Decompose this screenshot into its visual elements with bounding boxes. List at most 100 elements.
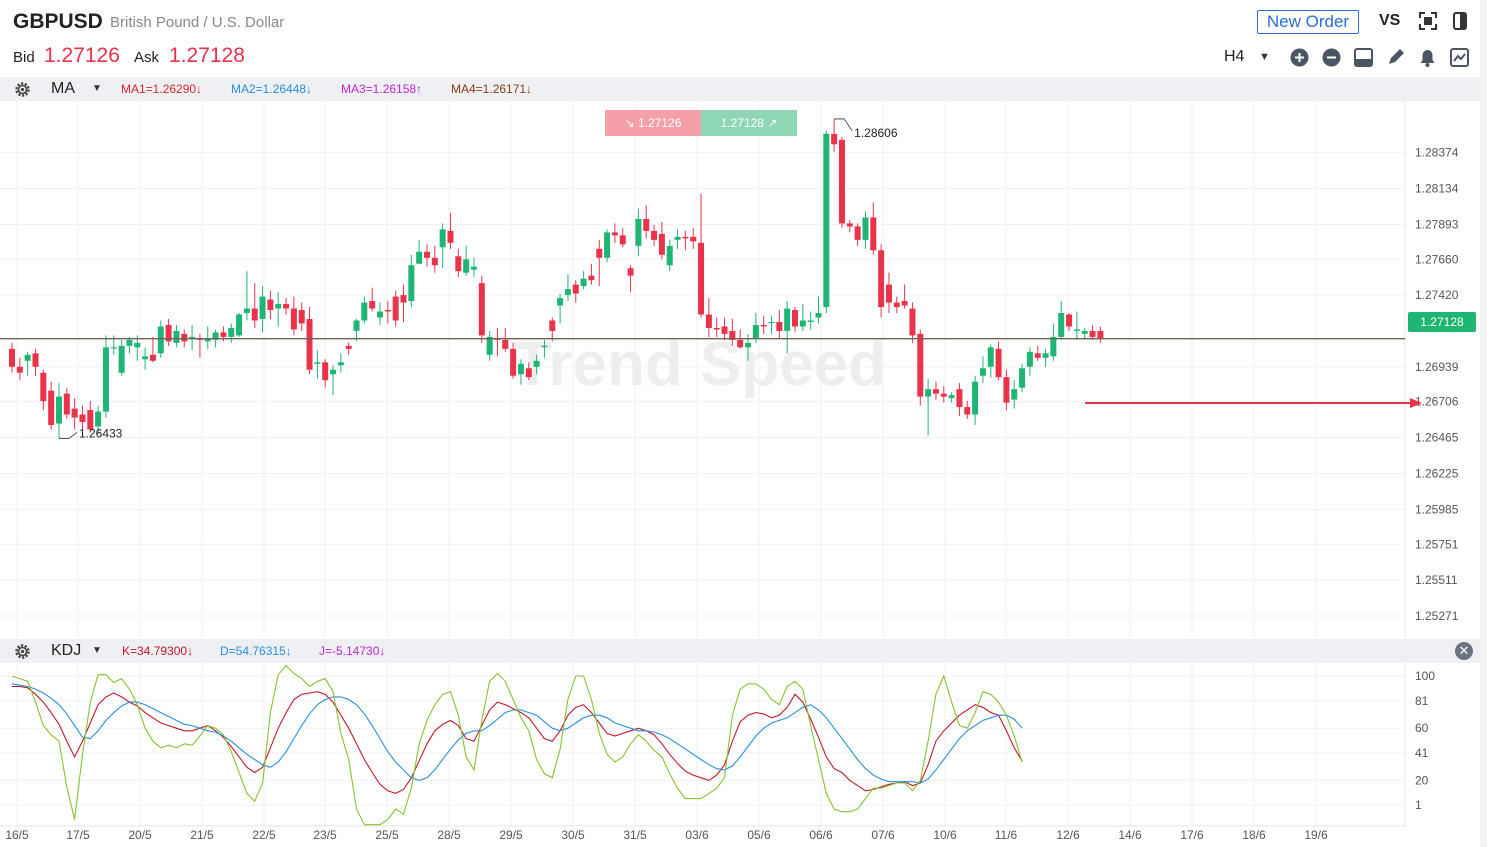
x-tick-label: 05/6 [747,828,771,842]
candle [666,239,673,272]
candle-body [243,308,250,314]
candle [408,254,415,308]
zoom-out-icon[interactable] [1322,48,1341,67]
sell-price-badge[interactable]: ↘ 1.27126 [605,110,701,136]
x-tick-label: 22/5 [252,828,276,842]
bid-value: 1.27126 [44,44,120,67]
fullscreen-icon[interactable] [1419,12,1437,30]
x-tick-label: 03/6 [685,828,709,842]
candle [48,381,55,430]
y-tick-label: 1.26706 [1415,395,1459,409]
kdj-k-line [12,685,1023,794]
candle [815,296,822,324]
candle-body [721,326,728,334]
candle-body [549,320,556,331]
y-tick-label: 20 [1415,773,1429,787]
chevron-down-icon[interactable]: ▼ [1259,51,1270,63]
candle [259,286,266,333]
candle-body [204,338,211,342]
candle-body [651,230,658,240]
candle [596,239,603,287]
candle-body [1081,330,1088,334]
candle [126,336,133,354]
candle [619,227,626,248]
gear-icon[interactable] [14,643,31,660]
x-tick-label: 25/5 [375,828,399,842]
panel-toggle-icon[interactable] [1453,12,1467,30]
current-price-tag: 1.27128 [1408,312,1476,332]
candle-body [854,226,861,240]
draw-pen-icon[interactable] [1386,48,1405,67]
buy-price-badge[interactable]: 1.27128 ↗ [701,110,797,136]
candle-body [745,342,752,348]
candle-body [698,242,705,315]
new-order-button[interactable]: New Order [1257,10,1359,34]
candle [1011,380,1018,409]
candle [823,130,830,314]
candle [455,248,462,278]
scrollbar[interactable] [1480,0,1487,847]
candle-body [658,233,665,255]
candle-body [322,362,329,381]
x-tick-label: 12/6 [1056,828,1080,842]
close-icon[interactable]: ✕ [1455,642,1473,660]
candle-body [925,389,932,397]
candle-body [690,236,697,242]
candle [212,329,219,348]
x-tick-label: 07/6 [871,828,895,842]
y-tick-label: 1 [1415,798,1422,812]
candle-body [862,217,869,240]
candle [55,383,62,439]
candle [517,359,524,385]
candle-body [870,217,877,251]
candle [63,387,70,420]
candle-body [181,333,188,342]
timeframe-select[interactable]: H4 [1224,48,1245,65]
candle-body [987,347,994,367]
x-tick-label: 16/5 [5,828,29,842]
chevron-down-icon[interactable]: ▼ [92,83,102,94]
candle-body [1050,336,1057,357]
candle [862,211,869,249]
candle-body [940,393,947,397]
y-tick-label: 41 [1415,746,1429,760]
x-tick-label: 21/5 [190,828,214,842]
sub-indicator-select[interactable]: KDJ [51,642,82,659]
candle-body [760,324,767,327]
main-indicator-select[interactable]: MA [51,80,75,97]
candle-body [823,133,830,308]
candle [956,383,963,417]
candle [267,290,274,319]
alert-bell-icon[interactable] [1418,48,1437,67]
candle-body [102,347,109,412]
candle [306,307,313,375]
symbol-name: British Pound / U.S. Dollar [110,14,285,31]
x-tick-label: 31/5 [623,828,647,842]
candle-body [1034,353,1041,358]
candle [283,298,290,315]
candle-body [799,320,806,327]
candle-body [768,321,775,324]
candle-body [1089,330,1096,337]
bid-label: Bid [13,49,35,66]
gear-icon[interactable] [14,81,31,98]
candle-body [635,218,642,246]
candle [846,220,853,233]
candle [298,302,305,331]
y-tick-label: 1.27893 [1415,217,1459,231]
indicator-chart-icon[interactable] [1450,48,1469,67]
zoom-in-icon[interactable] [1290,48,1309,67]
candle-body [345,345,352,349]
chevron-down-icon[interactable]: ▼ [92,645,102,656]
candle-body [525,368,532,378]
layout-icon[interactable] [1354,48,1373,67]
candle [831,118,838,152]
vs-button[interactable]: VS [1379,12,1401,29]
candle-body [541,345,548,348]
candle-body [392,296,399,321]
candle [1019,363,1026,393]
candle [322,359,329,388]
candle-body [557,298,564,306]
candle-body [149,354,156,361]
candle-body [533,360,540,367]
